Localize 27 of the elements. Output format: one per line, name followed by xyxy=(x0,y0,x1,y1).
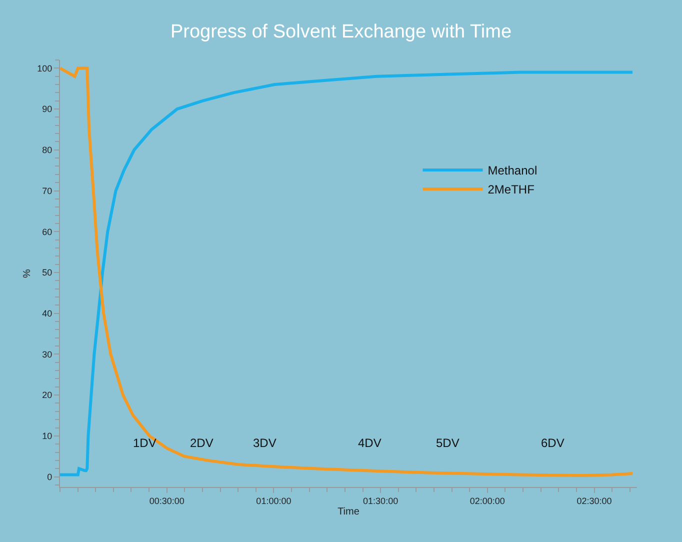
x-tick-label: 02:00:00 xyxy=(470,496,505,506)
x-axis-title: Time xyxy=(338,506,360,518)
y-tick-label: 30 xyxy=(42,349,52,360)
y-tick-label: 70 xyxy=(42,186,52,196)
chart-title: Progress of Solvent Exchange with Time xyxy=(170,22,512,43)
y-axis-title: % xyxy=(22,268,34,278)
annotation: 6DV xyxy=(541,436,564,450)
y-tick-label: 90 xyxy=(42,104,52,114)
y-tick-label: 50 xyxy=(42,268,52,278)
legend-label: 2MeTHF xyxy=(488,182,534,197)
y-tick-label: 40 xyxy=(42,308,52,318)
annotation: 1DV xyxy=(133,436,156,450)
x-tick-label: 02:30:00 xyxy=(576,496,612,506)
annotation: 3DV xyxy=(253,436,276,450)
y-tick-label: 20 xyxy=(42,390,52,400)
y-tick-label: 80 xyxy=(42,145,52,156)
annotation: 5DV xyxy=(436,436,460,450)
legend-label: Methanol xyxy=(488,164,538,178)
x-tick-label: 01:00:00 xyxy=(256,496,292,506)
annotation: 4DV xyxy=(358,436,382,450)
x-tick-label: 01:30:00 xyxy=(363,496,398,506)
annotation: 2DV xyxy=(190,436,214,450)
y-tick-label: 100 xyxy=(37,63,52,74)
y-tick-label: 0 xyxy=(47,472,52,482)
x-tick-label: 00:30:00 xyxy=(149,496,184,506)
y-tick-label: 10 xyxy=(42,431,52,442)
y-tick-label: 60 xyxy=(42,226,52,237)
